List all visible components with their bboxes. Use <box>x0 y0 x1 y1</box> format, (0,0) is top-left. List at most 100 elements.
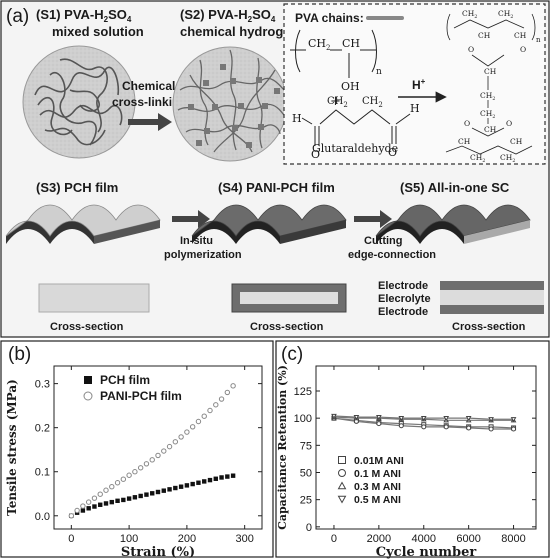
data-point <box>115 498 120 504</box>
data-point <box>172 439 179 445</box>
svg-text:CH: CH <box>458 137 471 146</box>
data-point <box>178 434 184 440</box>
legend-marker <box>337 481 347 490</box>
y-tick-label: 75 <box>300 440 312 452</box>
x-tick-label: 6000 <box>456 533 480 545</box>
arrow-crosslinking: Chemical cross-linking <box>112 79 187 131</box>
plot-frame <box>53 365 263 530</box>
y-tick-label: 100 <box>294 413 312 425</box>
data-point <box>126 472 132 478</box>
s1-subtitle: mixed solution <box>52 24 144 39</box>
svg-text:CH2: CH2 <box>480 109 495 120</box>
tensile-chart: 0 100 200 300 0.0 0.1 0.2 0.3 Strain (%) Tensile … <box>5 365 263 559</box>
retention-chart: 0 2000 4000 6000 8000 0 25 50 75 100 125 Cycle numb… <box>276 365 537 559</box>
data-point <box>173 485 178 491</box>
svg-text:CH2: CH2 <box>362 96 383 109</box>
data-point <box>109 484 115 490</box>
data-point <box>97 491 103 497</box>
svg-text:CH: CH <box>342 37 360 50</box>
data-point <box>126 496 132 501</box>
panel-b-label: (b) <box>8 344 31 365</box>
data-point <box>511 426 517 432</box>
data-point <box>167 487 172 492</box>
arrow-polymerization: In-situ polymerization <box>164 210 242 261</box>
legend-label: 0.5 M ANI <box>354 494 401 506</box>
data-point <box>202 479 207 484</box>
data-point <box>376 421 382 427</box>
x-tick-label: 200 <box>178 533 196 545</box>
data-point <box>74 507 80 514</box>
data-point <box>68 513 75 519</box>
svg-text:CH2: CH2 <box>500 153 515 164</box>
data-point <box>195 418 202 425</box>
svg-text:Electrode: Electrode <box>378 306 428 318</box>
data-point <box>109 499 114 505</box>
y-tick-label: 0.3 <box>35 379 50 391</box>
x-tick-label: 0 <box>68 533 74 545</box>
data-point <box>150 491 155 496</box>
panel-b-frame <box>0 340 274 558</box>
legend-marker <box>83 391 93 401</box>
plot-frame <box>315 365 537 530</box>
svg-text:CH: CH <box>510 137 523 146</box>
data-point <box>166 443 173 450</box>
data-point <box>120 476 127 482</box>
svg-text:CH: CH <box>484 125 497 134</box>
mixed-solution-illustration <box>22 45 136 159</box>
data-point <box>155 489 161 495</box>
data-point <box>398 423 404 429</box>
data-point <box>138 493 143 499</box>
svg-text:O: O <box>506 119 512 128</box>
panel-a-label: (a) <box>6 6 29 27</box>
x-tick-label: 4000 <box>412 533 436 545</box>
pch-film-illustration <box>5 204 161 244</box>
data-point <box>224 389 231 396</box>
data-point <box>398 416 405 422</box>
data-point <box>161 488 166 493</box>
data-point <box>331 413 337 420</box>
x-tick-label: 0 <box>331 533 337 545</box>
data-point <box>121 497 126 503</box>
data-point <box>230 473 236 478</box>
legend-label: 0.3 M ANI <box>354 481 401 493</box>
svg-text:Cross-section: Cross-section <box>452 321 526 333</box>
svg-text:Cross-section: Cross-section <box>50 321 124 333</box>
legend-marker <box>84 376 92 384</box>
data-point <box>353 414 360 421</box>
legend-label: PANI-PCH film <box>100 389 182 403</box>
legend-label: PCH film <box>100 373 150 387</box>
y-axis-label: Tensile stress (MPa) <box>5 379 19 516</box>
data-point <box>184 483 190 488</box>
cross-section-pani-pch: Cross-section <box>231 283 347 333</box>
svg-text:CH2: CH2 <box>327 96 348 109</box>
data-point <box>92 504 97 509</box>
panel-a: (a) (S1) PVA-H2SO4 mixed solution (S2) P… <box>0 0 550 338</box>
y-tick-label: 0 <box>306 522 312 534</box>
svg-text:OH: OH <box>341 80 360 93</box>
legend-label: 0.01M ANI <box>354 455 404 467</box>
panel-c-frame <box>275 340 550 558</box>
data-point <box>421 424 427 430</box>
data-point <box>201 413 207 419</box>
data-point <box>465 416 472 422</box>
svg-text:H: H <box>410 102 420 115</box>
chemistry-scheme: PVA chains: CH2 CH n OH + H+ H <box>283 3 546 165</box>
data-point <box>488 426 494 432</box>
svg-text:edge-connection: edge-connection <box>348 249 436 261</box>
data-point <box>218 396 225 402</box>
all-in-one-sc-illustration <box>375 204 531 244</box>
svg-text:O: O <box>388 146 397 159</box>
svg-text:O: O <box>468 45 474 54</box>
y-tick-label: 0.2 <box>35 423 50 435</box>
svg-text:Cutting: Cutting <box>364 235 402 247</box>
svg-text:PVA chains:: PVA chains: <box>295 11 364 25</box>
glutaraldehyde-label: Glutaraldehyde <box>312 142 398 155</box>
data-point <box>85 499 92 505</box>
svg-text:O: O <box>520 45 526 54</box>
series-1 <box>68 383 236 519</box>
cross-section-sc: Electrode Elecrolyte Electrode Cross-sec… <box>378 280 544 333</box>
x-axis-label: Strain (%) <box>121 545 195 559</box>
svg-text:O: O <box>464 119 470 128</box>
data-point <box>207 477 213 483</box>
svg-text:Electrode: Electrode <box>378 280 428 292</box>
